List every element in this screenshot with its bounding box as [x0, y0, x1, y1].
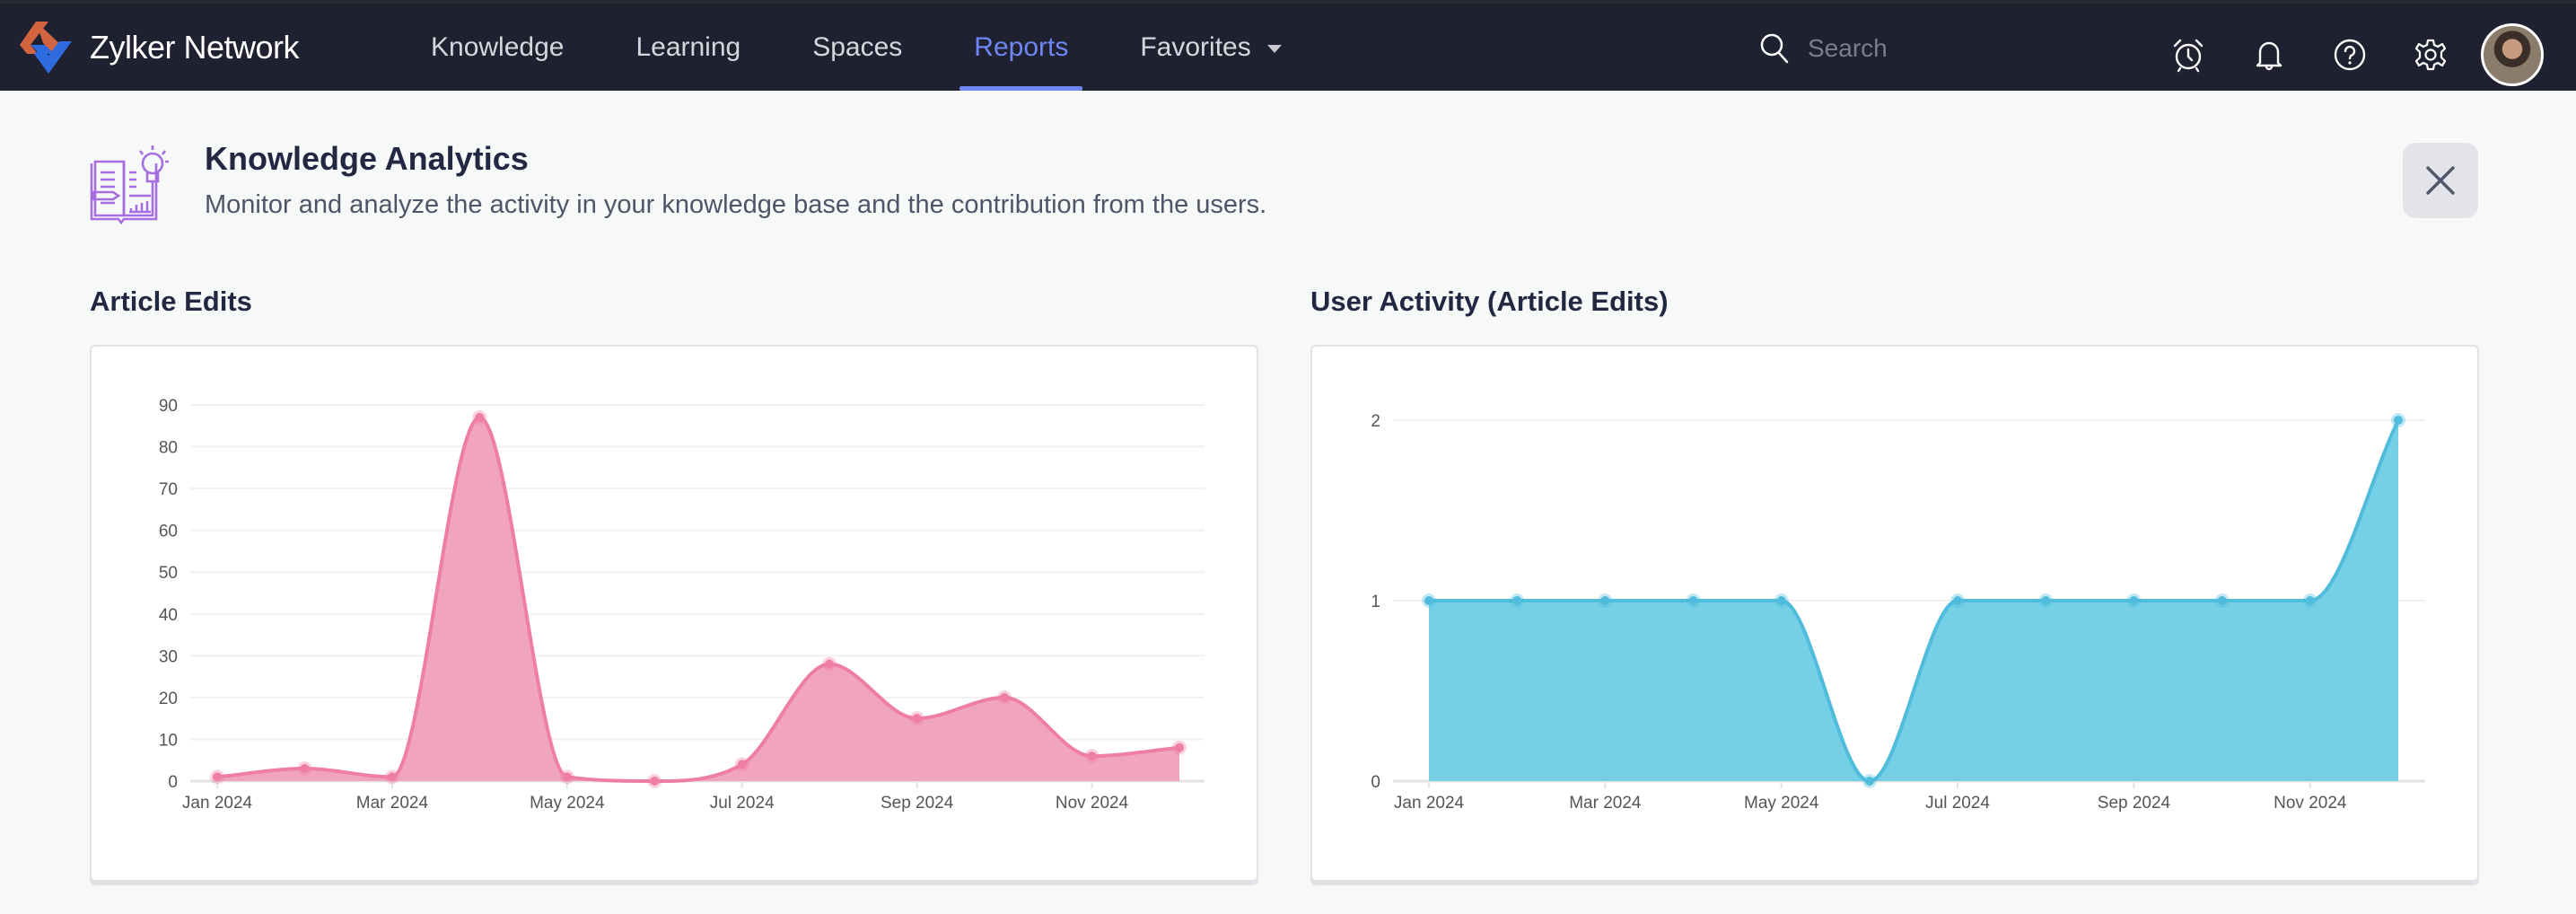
y-tick-label: 60: [159, 523, 178, 541]
data-point[interactable]: Aug 2024: 28: [825, 659, 835, 669]
chevron-down-icon: [1266, 45, 1282, 53]
y-tick-label: 0: [168, 773, 178, 792]
data-point[interactable]: Sep 2024: 1: [2129, 596, 2139, 605]
y-tick-label: 20: [159, 690, 178, 708]
zylker-logo-icon: [20, 22, 72, 74]
notifications-button[interactable]: [2244, 30, 2294, 80]
data-point[interactable]: May 2024: 1: [562, 772, 572, 782]
area-fill: [1429, 420, 2398, 781]
data-point[interactable]: Jan 2024: 1: [213, 772, 222, 782]
header-actions: [2163, 23, 2544, 86]
page-subtitle: Monitor and analyze the activity in your…: [205, 190, 1267, 219]
data-point[interactable]: Mar 2024: 1: [387, 772, 397, 782]
data-point[interactable]: Oct 2024: 1: [2217, 596, 2227, 605]
y-tick-label: 10: [159, 731, 178, 750]
search-icon: [1760, 33, 1789, 64]
nav-item-spaces[interactable]: Spaces: [776, 4, 938, 91]
user-activity-chart-card: 0 1 2 Jan 2024 Mar 2024 May 2024 Jul 2024 Sep 2…: [1310, 345, 2479, 882]
x-tick-label: Mar 2024: [356, 794, 429, 813]
data-point[interactable]: Jul 2024: 4: [737, 760, 747, 769]
data-point[interactable]: Feb 2024: 3: [300, 764, 310, 774]
x-tick-label: Nov 2024: [2274, 794, 2347, 813]
y-tick-label: 40: [159, 606, 178, 625]
main-nav: Knowledge Learning Spaces Reports Favori…: [395, 4, 1318, 91]
data-point[interactable]: Oct 2024: 20: [1000, 692, 1010, 702]
nav-item-learning[interactable]: Learning: [600, 4, 776, 91]
data-point[interactable]: Jul 2024: 1: [1953, 596, 1963, 605]
article-edits-title: Article Edits: [90, 286, 252, 317]
nav-label: Learning: [635, 31, 741, 62]
alarm-clock-icon: [2173, 39, 2204, 73]
data-point[interactable]: Dec 2024: 2: [2394, 416, 2403, 425]
x-tick-label: Sep 2024: [881, 794, 954, 813]
help-icon: [2334, 39, 2366, 71]
y-tick-label: 80: [159, 439, 178, 458]
nav-label: Knowledge: [431, 31, 565, 62]
data-point[interactable]: Jun 2024: 0: [650, 777, 660, 786]
page-header: Knowledge Analytics Monitor and analyze …: [88, 136, 1266, 226]
y-tick-label: 1: [1371, 593, 1380, 611]
user-activity-chart: 0 1 2 Jan 2024 Mar 2024 May 2024 Jul 2024 Sep 2…: [1371, 412, 2425, 813]
nav-item-reports[interactable]: Reports: [938, 4, 1104, 91]
data-point[interactable]: Feb 2024: 1: [1512, 596, 1522, 605]
data-point[interactable]: Mar 2024: 1: [1600, 596, 1610, 605]
nav-label: Spaces: [812, 31, 903, 62]
avatar[interactable]: [2481, 23, 2544, 86]
top-navigation-bar: Zylker Network Knowledge Learning Spaces…: [0, 0, 2576, 91]
data-point[interactable]: May 2024: 1: [1776, 596, 1786, 605]
y-tick-label: 30: [159, 647, 178, 666]
article-edits-chart: 0 10 20 30 40 50 60 70 80 90 Jan 2024 Mar 2024 May 2…: [159, 397, 1205, 813]
close-button[interactable]: [2403, 143, 2478, 218]
settings-button[interactable]: [2405, 30, 2456, 80]
help-button[interactable]: [2325, 30, 2375, 80]
search-bar[interactable]: [1759, 29, 2077, 68]
reminders-button[interactable]: [2163, 30, 2213, 80]
data-point[interactable]: Jan 2024: 1: [1424, 596, 1433, 605]
y-tick-label: 70: [159, 480, 178, 499]
y-tick-label: 50: [159, 564, 178, 583]
close-icon: [2426, 166, 2455, 195]
gear-icon: [2414, 39, 2447, 71]
data-point[interactable]: Nov 2024: 6: [1087, 751, 1097, 761]
x-tick-label: Jul 2024: [1925, 794, 1990, 813]
nav-item-knowledge[interactable]: Knowledge: [395, 4, 600, 91]
nav-item-favorites[interactable]: Favorites: [1104, 4, 1317, 91]
x-tick-label: Jul 2024: [710, 794, 775, 813]
brand[interactable]: Zylker Network: [18, 20, 300, 75]
page-title: Knowledge Analytics: [205, 140, 529, 177]
y-tick-label: 2: [1371, 412, 1380, 431]
nav-label: Reports: [974, 31, 1069, 62]
x-tick-label: Sep 2024: [2098, 794, 2171, 813]
bell-icon: [2256, 41, 2282, 71]
x-tick-label: Jan 2024: [1394, 794, 1465, 813]
data-point[interactable]: Dec 2024: 8: [1175, 743, 1184, 752]
y-tick-label: 0: [1371, 773, 1380, 792]
search-input[interactable]: [1808, 34, 2077, 63]
area-fill: [217, 417, 1179, 781]
x-tick-label: May 2024: [530, 794, 605, 813]
brand-name: Zylker Network: [90, 29, 300, 66]
data-point[interactable]: Apr 2024: 87: [475, 412, 485, 422]
x-tick-label: Jan 2024: [182, 794, 253, 813]
data-point[interactable]: Aug 2024: 1: [2041, 596, 2051, 605]
x-tick-label: Mar 2024: [1569, 794, 1642, 813]
knowledge-analytics-icon: [90, 145, 169, 225]
data-point[interactable]: Nov 2024: 1: [2305, 596, 2315, 605]
data-point[interactable]: Jun 2024: 0: [1864, 777, 1874, 786]
x-tick-label: Nov 2024: [1056, 794, 1129, 813]
data-point[interactable]: Sep 2024: 15: [912, 714, 922, 724]
x-tick-label: May 2024: [1744, 794, 1819, 813]
data-point[interactable]: Apr 2024: 1: [1688, 596, 1698, 605]
article-edits-chart-card: 0 10 20 30 40 50 60 70 80 90 Jan 2024 Mar 2024 May 2…: [90, 345, 1258, 882]
nav-label: Favorites: [1140, 31, 1251, 62]
user-activity-title: User Activity (Article Edits): [1310, 286, 1669, 317]
y-tick-label: 90: [159, 397, 178, 416]
